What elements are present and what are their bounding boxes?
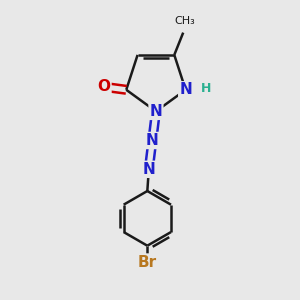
Text: N: N <box>146 133 159 148</box>
Text: O: O <box>98 79 110 94</box>
Text: N: N <box>179 82 192 97</box>
Text: Br: Br <box>138 255 157 270</box>
Text: H: H <box>200 82 211 95</box>
Text: N: N <box>142 162 155 177</box>
Text: CH₃: CH₃ <box>174 16 195 26</box>
Text: N: N <box>150 104 162 119</box>
